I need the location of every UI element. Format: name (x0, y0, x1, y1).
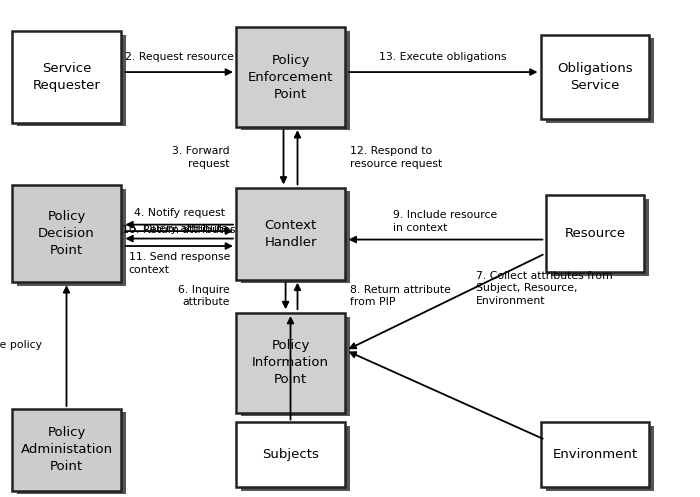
Text: Policy
Decision
Point: Policy Decision Point (38, 210, 95, 257)
Text: 9. Include resource
in context: 9. Include resource in context (393, 210, 497, 233)
Bar (18, 413, 126, 494)
Text: Service
Requester: Service Requester (33, 62, 100, 92)
Text: Obligations
Service: Obligations Service (557, 62, 633, 92)
Text: Resource: Resource (564, 227, 626, 240)
Text: Policy
Information
Point: Policy Information Point (252, 339, 329, 386)
Bar (241, 31, 349, 130)
Text: 12. Respond to
resource request: 12. Respond to resource request (350, 146, 442, 169)
Bar (13, 31, 120, 123)
Text: 5. Query attribute: 5. Query attribute (130, 224, 228, 234)
Bar (13, 409, 120, 491)
Bar (18, 35, 126, 127)
Text: Policy
Administation
Point: Policy Administation Point (20, 426, 113, 473)
Text: 4. Notify request: 4. Notify request (134, 208, 225, 218)
Bar (540, 35, 650, 119)
Bar (546, 195, 644, 272)
Bar (241, 426, 349, 491)
Bar (18, 188, 126, 285)
Text: 3. Forward
request: 3. Forward request (172, 146, 230, 169)
Bar (236, 187, 344, 279)
Bar (546, 426, 654, 491)
Bar (241, 317, 349, 416)
Bar (236, 422, 344, 487)
Text: 10. Return attributes: 10. Return attributes (122, 225, 236, 235)
Bar (546, 38, 654, 123)
Text: Context
Handler: Context Handler (265, 219, 316, 248)
Text: 2. Request resource: 2. Request resource (125, 52, 234, 62)
Text: 8. Return attribute
from PIP: 8. Return attribute from PIP (350, 284, 451, 307)
Bar (540, 422, 650, 487)
Bar (236, 313, 344, 413)
Text: Policy
Enforcement
Point: Policy Enforcement Point (248, 54, 333, 100)
Text: Subjects: Subjects (262, 448, 319, 461)
Bar (236, 27, 344, 127)
Text: 7. Collect attributes from
Subject, Resource,
Environment: 7. Collect attributes from Subject, Reso… (476, 271, 612, 306)
Bar (241, 191, 349, 283)
Bar (13, 185, 120, 282)
Text: Environment: Environment (552, 448, 638, 461)
Text: 1. Define policy: 1. Define policy (0, 340, 42, 350)
Text: 11. Send response
context: 11. Send response context (129, 252, 230, 275)
Text: 13. Execute obligations: 13. Execute obligations (379, 52, 507, 62)
Bar (551, 198, 649, 275)
Text: 6. Inquire
attribute: 6. Inquire attribute (178, 284, 230, 307)
